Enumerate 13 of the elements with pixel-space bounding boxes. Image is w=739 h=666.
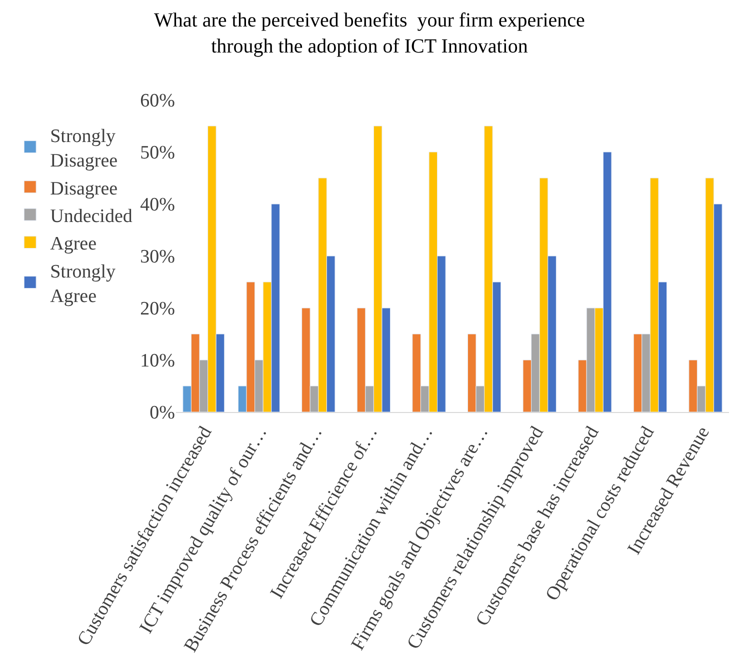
y-tick-label: 30% bbox=[140, 246, 176, 268]
y-tick-label: 50% bbox=[140, 142, 176, 164]
y-tick-label: 20% bbox=[140, 298, 176, 320]
chart-title: What are the perceived benefits your firm experience through the adoption of ICT Innovation bbox=[154, 10, 586, 58]
y-tick-label: 40% bbox=[140, 194, 176, 216]
legend-label: Strongly Agree bbox=[50, 261, 116, 308]
legend-label: Disagree bbox=[50, 178, 118, 200]
legend-label: Strongly Disagree bbox=[50, 126, 118, 172]
y-tick-label: 10% bbox=[140, 350, 176, 372]
legend-label: Agree bbox=[50, 234, 97, 255]
legend-label: Undecided bbox=[50, 206, 133, 227]
y-tick-label: 0% bbox=[150, 402, 176, 424]
y-tick-label: 60% bbox=[140, 90, 176, 112]
